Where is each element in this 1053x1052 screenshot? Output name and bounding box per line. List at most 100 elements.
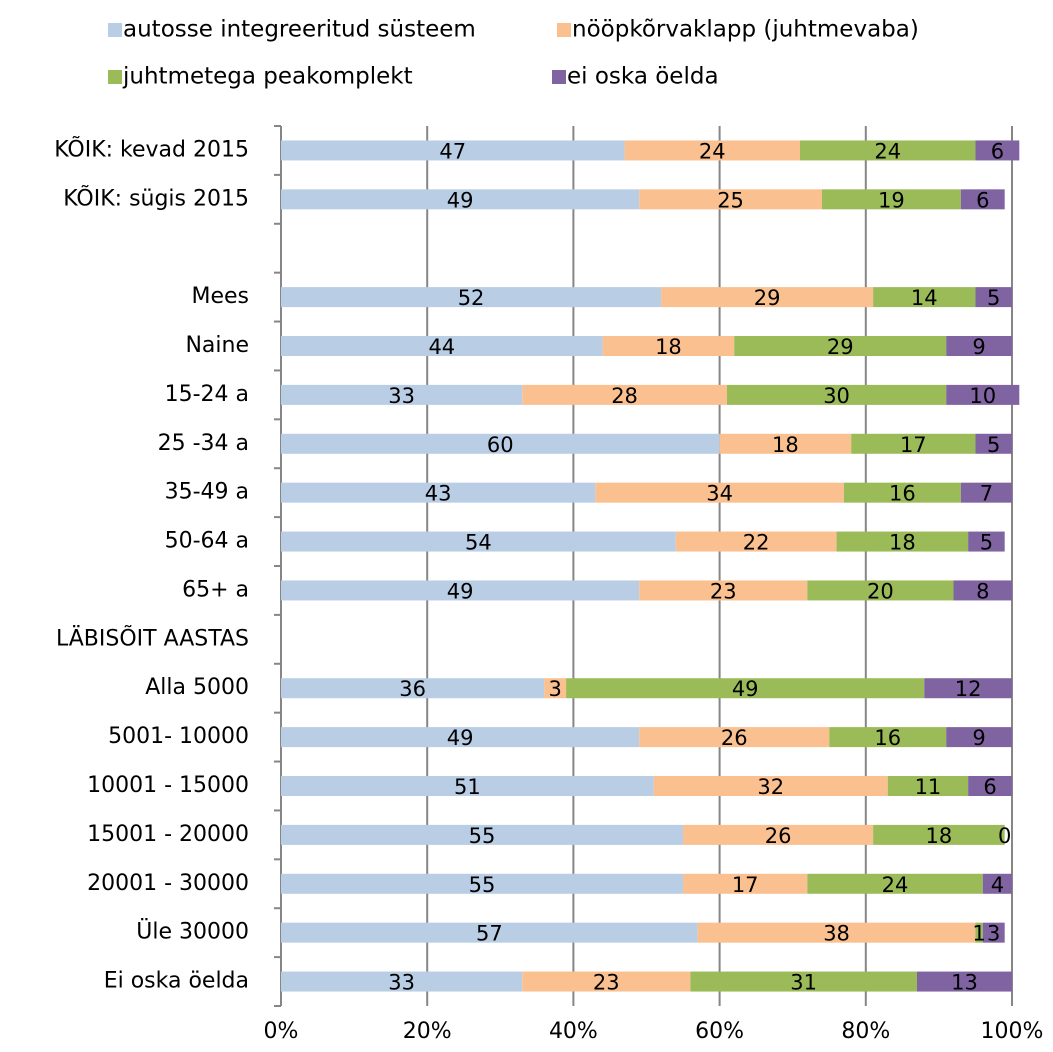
- bar-segment: [624, 140, 801, 161]
- x-tick-label: 0%: [264, 1019, 299, 1044]
- y-tick-label: 50-64 a: [165, 529, 249, 554]
- y-tick-label: Naine: [185, 333, 249, 358]
- bar-segment: [602, 336, 735, 356]
- data-label: 28: [611, 384, 638, 408]
- y-tick-label: Alla 5000: [145, 675, 249, 700]
- legend-label: ei oska öelda: [567, 64, 719, 90]
- bar-segment: [873, 287, 976, 308]
- data-label: 12: [955, 677, 982, 701]
- data-label: 55: [469, 824, 496, 848]
- bar-segment: [975, 433, 1012, 454]
- data-label: 34: [706, 482, 733, 506]
- data-label: 38: [823, 922, 850, 946]
- y-tick-label: Ei oska öelda: [104, 969, 249, 994]
- data-label: 44: [428, 335, 455, 359]
- bar-segment: [281, 140, 625, 161]
- bar-segment: [281, 189, 640, 210]
- bar-segment: [807, 580, 954, 601]
- bar-segment: [281, 922, 698, 943]
- data-label: 54: [465, 531, 492, 555]
- data-label: 3: [987, 922, 1000, 946]
- bar-segment: [281, 482, 596, 503]
- y-tick-label: 25 -34 a: [158, 431, 249, 456]
- data-label: 36: [399, 677, 426, 701]
- legend-swatch: [552, 70, 566, 84]
- data-label: 26: [765, 824, 792, 848]
- data-label: 32: [757, 775, 784, 799]
- data-label: 16: [889, 482, 916, 506]
- y-tick-label: KÕIK: sügis 2015: [63, 184, 249, 211]
- bar-segment: [946, 727, 1012, 748]
- legend-label: juhtmetega peakomplekt: [122, 64, 413, 90]
- data-label: 6: [976, 188, 989, 212]
- bar-segment: [953, 580, 1012, 601]
- y-tick-label: 65+ a: [182, 577, 249, 602]
- data-label: 8: [976, 579, 989, 603]
- data-label: 51: [454, 775, 481, 799]
- legend-swatch: [108, 23, 122, 37]
- bar-segment: [675, 531, 837, 552]
- data-label: 5: [987, 286, 1000, 310]
- bar-segment: [887, 776, 969, 796]
- data-label: 6: [983, 775, 996, 799]
- x-tick-label: 80%: [841, 1019, 890, 1044]
- bar-segment: [843, 482, 961, 503]
- data-label: 18: [926, 824, 953, 848]
- data-label: 14: [911, 286, 938, 310]
- data-label: 18: [655, 335, 682, 359]
- bar-segment: [916, 971, 1012, 992]
- bar-segment: [281, 776, 654, 796]
- bar-segment: [281, 678, 545, 699]
- y-tick-label: Üle 30000: [136, 919, 249, 945]
- data-label: 23: [593, 971, 620, 995]
- bar-segment: [946, 384, 1020, 405]
- legend-swatch: [557, 23, 571, 37]
- legend-label: nööpkõrvaklapp (juhtmevaba): [572, 17, 919, 43]
- bar-segment: [522, 384, 727, 405]
- data-label: 49: [447, 188, 474, 212]
- bar-segment: [661, 287, 874, 308]
- bar-segment: [653, 776, 888, 796]
- data-label: 4: [991, 873, 1004, 897]
- bar-segment: [821, 189, 961, 210]
- y-tick-label: LÄBISÕIT AASTAS: [56, 624, 249, 651]
- data-label: 52: [458, 286, 485, 310]
- bar-segment: [829, 727, 947, 748]
- legend-swatch: [108, 70, 122, 84]
- bar-segment: [873, 824, 1005, 845]
- data-label: 24: [699, 139, 726, 163]
- data-label: 1: [972, 922, 985, 946]
- data-label: 49: [447, 726, 474, 750]
- data-label: 30: [823, 384, 850, 408]
- data-label: 17: [732, 873, 759, 897]
- data-label: 7: [980, 482, 993, 506]
- bar-segment: [726, 384, 947, 405]
- bar-segment: [924, 678, 1012, 699]
- data-label: 16: [874, 726, 901, 750]
- bar-segment: [544, 678, 567, 699]
- bar-segment: [851, 433, 976, 454]
- data-label: 25: [717, 188, 744, 212]
- data-label: 43: [425, 482, 452, 506]
- data-label: 29: [827, 335, 854, 359]
- bar-segment: [975, 287, 1012, 308]
- data-label: 5: [980, 531, 993, 555]
- bar-segment: [982, 922, 1005, 943]
- data-label: 0: [998, 824, 1011, 848]
- y-tick-label: Mees: [191, 284, 249, 309]
- y-tick-label: 10001 - 15000: [87, 773, 249, 798]
- data-label: 9: [972, 335, 985, 359]
- data-label: 20: [867, 579, 894, 603]
- bar-segment: [281, 287, 662, 308]
- bar-segment: [683, 873, 808, 894]
- data-label: 24: [874, 139, 901, 163]
- bar-segment: [281, 336, 603, 356]
- bar-segment: [960, 482, 1012, 503]
- bar-segment: [968, 531, 1005, 552]
- bar-segment: [734, 336, 947, 356]
- bar-segment: [836, 531, 969, 552]
- bar-segment: [697, 922, 976, 943]
- data-label: 5: [987, 433, 1000, 457]
- data-label: 22: [743, 531, 770, 555]
